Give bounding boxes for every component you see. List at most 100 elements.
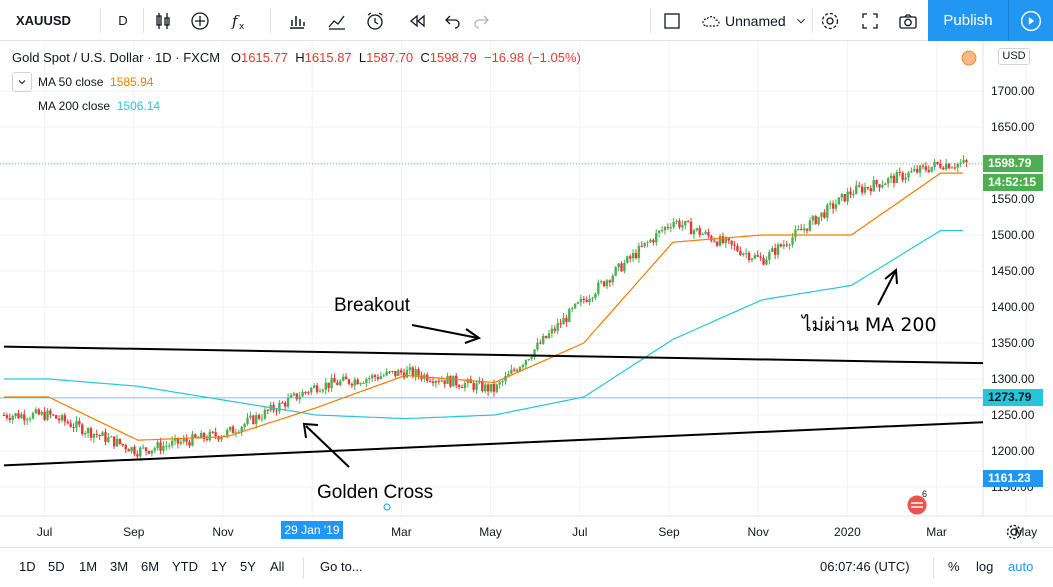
range-3m[interactable]: 3M [110,559,129,574]
clock-label[interactable]: 06:07:46 (UTC) [820,559,910,574]
ma200-legend[interactable]: MA 200 close 1506.14 [38,99,160,113]
candle-up [75,420,78,428]
goto-button[interactable]: Go to... [320,559,363,574]
candle-up [547,333,551,339]
candle-down [939,163,942,168]
candle-up [391,370,394,372]
candle-down [779,244,783,247]
range-1m[interactable]: 1M [79,559,98,574]
candle-up [495,384,499,392]
candle-down [640,245,643,247]
candle-down [727,238,730,241]
low-value: 1587.70 [366,50,414,65]
svg-text:6: 6 [922,489,927,499]
range-1y[interactable]: 1Y [211,559,227,574]
candle-up [808,220,812,231]
candle-up [681,225,684,228]
candle-up [663,226,667,231]
candle-up [817,216,820,225]
candle-up [846,191,849,202]
candle-up [25,419,29,421]
candle-down [747,252,751,261]
candle-down [823,212,826,218]
range-5y[interactable]: 5Y [240,559,256,574]
play-icon[interactable] [1008,0,1053,41]
breakout-annotation: Breakout [334,295,411,316]
symbol-search[interactable]: XAUUSD [16,13,71,28]
candle-up [855,185,858,194]
candle-up [34,409,38,414]
candle-down [231,426,235,434]
candle-up [617,263,620,268]
candle-down [869,188,873,192]
candle-up [956,163,959,168]
candle-up [794,229,797,238]
alert-clock-icon[interactable] [360,0,390,41]
financials-icon[interactable] [282,0,312,41]
candle-up [742,253,745,256]
candle-down [356,379,359,385]
candle-down [217,436,220,440]
bottom-toolbar: 1D 5D 1M 3M 6M YTD 1Y 5Y All Go to... 06… [0,547,1053,587]
chevron-down-icon[interactable] [791,0,811,41]
candle-up [521,365,525,368]
toolbar-divider [270,8,271,33]
ma200-price-tag: 1273.79 [983,389,1043,406]
candle-down [707,231,710,236]
candle-up [220,436,223,440]
candle-down [437,380,441,382]
currency-label[interactable]: USD [998,48,1030,65]
candle-down [295,393,298,400]
publish-button[interactable]: Publish [928,0,1008,41]
candle-up [504,375,507,381]
candle-down [652,239,655,243]
candle-down [133,447,136,455]
add-indicator-icon[interactable] [185,0,215,41]
ma200-value: 1506.14 [116,99,161,113]
gear-icon[interactable] [815,0,845,41]
auto-toggle[interactable]: auto [1008,559,1034,574]
candle-up [286,398,290,407]
log-toggle[interactable]: log [976,559,994,574]
price-chart[interactable]: 1150.001200.001250.001300.001350.001400.… [0,41,1053,547]
range-5d[interactable]: 5D [48,559,65,574]
candle-up [139,447,142,457]
redo-icon[interactable] [466,0,496,41]
candle-up [153,448,156,451]
candle-up [156,442,159,449]
candle-down [66,421,69,424]
candle-up [605,280,609,287]
candle-down [211,431,214,433]
range-all[interactable]: All [270,559,285,574]
replay-icon[interactable] [402,0,432,41]
collapse-legend-button[interactable] [12,72,32,92]
candle-down [98,434,101,436]
bar-style-icon[interactable] [148,0,178,41]
candle-down [89,428,93,438]
interval-button[interactable]: D [118,13,128,28]
ma50-legend[interactable]: MA 50 close 1585.94 [38,75,153,89]
range-1d[interactable]: 1D [19,559,36,574]
compare-icon[interactable] [322,0,352,41]
candle-down [849,191,852,195]
range-6m[interactable]: 6M [141,559,160,574]
fullscreen-square-icon[interactable] [657,0,687,41]
range-ytd[interactable]: YTD [172,559,198,574]
candle-down [689,221,693,235]
candle-up [527,359,530,361]
layout-name[interactable]: Unnamed [725,12,786,29]
percent-toggle[interactable]: % [948,559,960,574]
candle-down [443,380,446,384]
events-badge-icon: 6 [906,489,928,516]
undo-icon[interactable] [438,0,468,41]
candle-up [321,389,325,392]
candle-down [394,370,397,376]
expand-icon[interactable] [855,0,885,41]
candle-up [208,431,212,441]
candle-up [588,298,591,302]
candle-up [791,237,794,245]
cloud-icon[interactable] [697,0,725,41]
candle-up [530,357,533,360]
camera-icon[interactable] [893,0,923,41]
